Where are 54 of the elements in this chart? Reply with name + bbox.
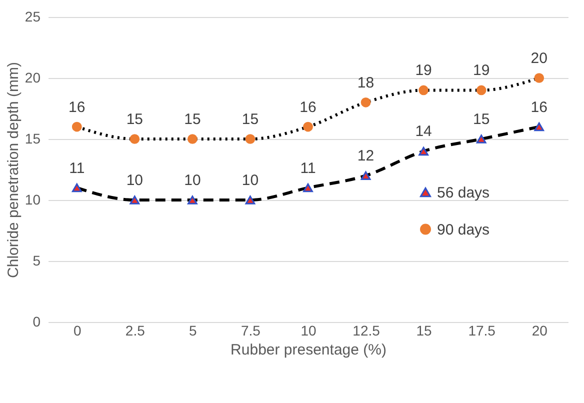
y-tick-label: 5 bbox=[32, 252, 41, 268]
data-label: 18 bbox=[357, 74, 374, 92]
point bbox=[130, 196, 140, 204]
point bbox=[360, 97, 371, 108]
data-label: 10 bbox=[126, 172, 144, 189]
data-label: 10 bbox=[184, 172, 201, 189]
point bbox=[476, 85, 486, 96]
point bbox=[476, 134, 486, 144]
point bbox=[418, 85, 428, 96]
legend-label: 56 days bbox=[437, 184, 490, 202]
x-tick-label: 10 bbox=[300, 322, 316, 338]
x-tick-label: 5 bbox=[189, 322, 198, 338]
data-label: 19 bbox=[472, 62, 490, 80]
point bbox=[534, 122, 544, 132]
x-tick-label: 12.5 bbox=[352, 322, 380, 338]
x-tick-label: 7.5 bbox=[240, 322, 261, 338]
data-label: 15 bbox=[184, 111, 201, 128]
point bbox=[72, 183, 82, 192]
data-label: 16 bbox=[300, 98, 316, 116]
y-tick-label: 20 bbox=[24, 70, 41, 86]
data-label: 14 bbox=[415, 123, 432, 140]
point bbox=[130, 134, 140, 144]
data-label: 12 bbox=[357, 148, 374, 165]
x-axis-title: Rubber presentage (%) bbox=[230, 342, 386, 358]
data-label: 11 bbox=[300, 160, 316, 177]
point bbox=[418, 146, 428, 156]
x-tick-label: 0 bbox=[73, 322, 82, 338]
data-label: 16 bbox=[68, 98, 86, 116]
data-label: 15 bbox=[472, 111, 490, 128]
y-tick-label: 25 bbox=[24, 8, 41, 24]
data-label: 19 bbox=[415, 62, 432, 80]
x-tick-label: 20 bbox=[532, 322, 548, 338]
y-tick-label: 15 bbox=[24, 130, 41, 146]
data-label: 15 bbox=[126, 111, 144, 128]
point bbox=[72, 122, 82, 132]
point bbox=[188, 196, 198, 204]
point bbox=[534, 73, 544, 83]
point bbox=[303, 122, 313, 132]
point bbox=[188, 134, 198, 144]
point bbox=[245, 134, 256, 144]
data-label: 10 bbox=[242, 172, 259, 189]
data-label: 20 bbox=[530, 50, 548, 67]
x-tick-label: 2.5 bbox=[125, 322, 146, 338]
point bbox=[303, 183, 313, 192]
data-label: 16 bbox=[530, 98, 548, 116]
x-tick-label: 15 bbox=[416, 322, 432, 338]
data-label: 11 bbox=[69, 160, 85, 177]
point bbox=[360, 171, 371, 180]
legend-label: 90 days bbox=[437, 221, 490, 238]
y-tick-label: 10 bbox=[24, 192, 41, 208]
point bbox=[245, 196, 256, 204]
y-axis-title: Chloride penetration depth (mm) bbox=[4, 62, 22, 278]
data-label: 15 bbox=[242, 111, 259, 128]
x-tick-label: 17.5 bbox=[468, 322, 496, 338]
